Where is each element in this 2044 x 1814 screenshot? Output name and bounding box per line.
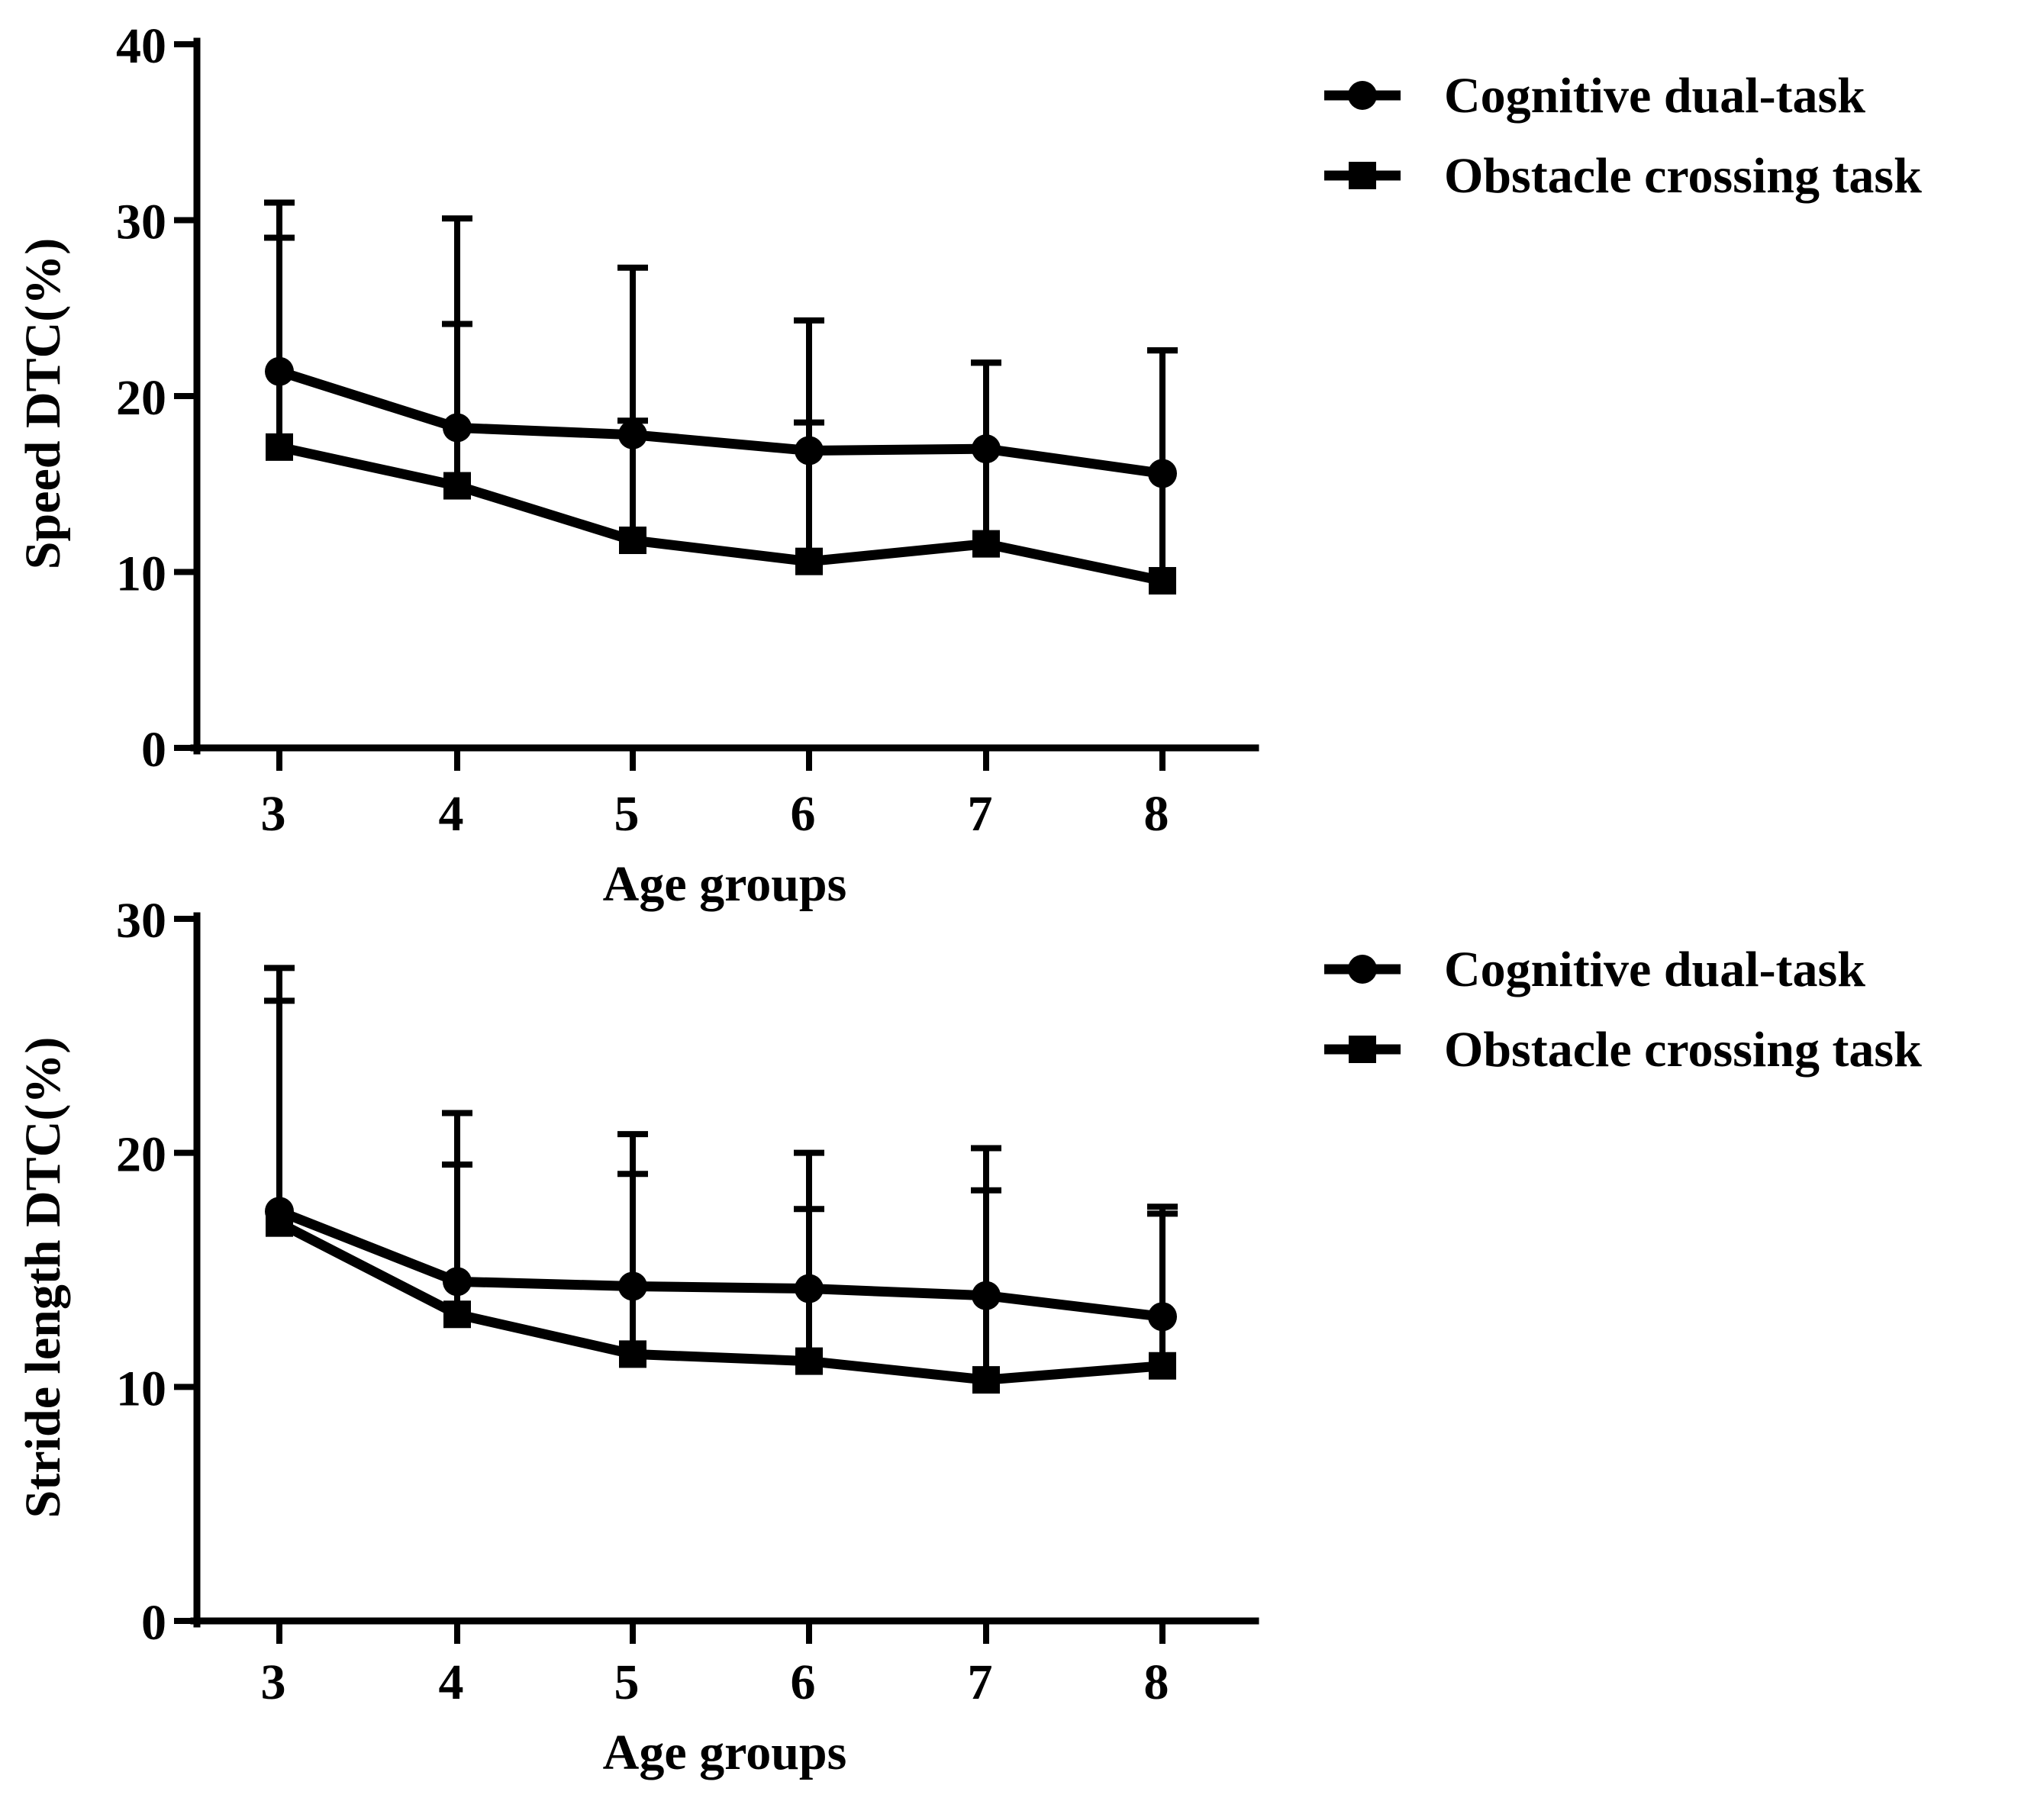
series-line bbox=[277, 1207, 1163, 1322]
y-tick-label: 20 bbox=[116, 370, 166, 426]
data-point-square bbox=[972, 530, 1000, 558]
x-tick-label: 4 bbox=[439, 786, 464, 842]
y-tick-label: 20 bbox=[116, 1127, 166, 1183]
legend-label: Obstacle crossing task bbox=[1444, 1022, 1922, 1078]
data-point-square bbox=[795, 1347, 823, 1375]
series-line bbox=[277, 1218, 1163, 1385]
x-tick-label: 7 bbox=[968, 1655, 993, 1710]
data-point-square bbox=[619, 527, 646, 555]
y-tick-label: 30 bbox=[116, 893, 166, 949]
data-point-square bbox=[1149, 567, 1176, 595]
x-tick-label: 4 bbox=[439, 1655, 464, 1710]
x-tick-label: 8 bbox=[1144, 1655, 1169, 1710]
x-tick-label: 5 bbox=[614, 1655, 640, 1710]
y-tick-label: 0 bbox=[141, 1595, 166, 1651]
speed-dtc-panel: 0 10 20 30 40 3 4 5 6 7 8 Age groups Speed DTC(%) bbox=[15, 18, 1259, 912]
legend-label: Obstacle crossing task bbox=[1444, 148, 1922, 204]
stride-length-dtc-legend: Cognitive dual-task Obstacle crossing tas… bbox=[1324, 942, 1922, 1078]
legend-marker-square bbox=[1349, 162, 1376, 189]
x-axis-label: Age groups bbox=[603, 1725, 847, 1780]
legend-marker-circle bbox=[1348, 955, 1377, 984]
stride-length-dtc-panel: 0 10 20 30 3 4 5 6 7 8 Age groups Stride length DTC… bbox=[15, 893, 1259, 1780]
x-tick-label: 3 bbox=[261, 1655, 286, 1710]
data-point-square bbox=[443, 472, 471, 500]
data-point-square bbox=[972, 1366, 1000, 1394]
legend-marker-circle bbox=[1348, 81, 1377, 110]
y-axis-label: Stride length DTC(%) bbox=[15, 1037, 71, 1519]
y-tick-label: 10 bbox=[116, 546, 166, 602]
x-axis-label: Age groups bbox=[603, 856, 847, 912]
data-point-square bbox=[266, 1209, 293, 1237]
series-obstacle-crossing-task bbox=[264, 965, 1178, 1394]
data-point-square bbox=[1149, 1352, 1176, 1380]
series-obstacle-crossing-task bbox=[264, 199, 1178, 595]
x-tick-label: 8 bbox=[1144, 786, 1169, 842]
legend-label: Cognitive dual-task bbox=[1444, 942, 1865, 997]
legend-marker-square bbox=[1349, 1036, 1376, 1063]
series-line bbox=[278, 442, 1164, 586]
x-tick-label: 3 bbox=[261, 786, 286, 842]
data-point-square bbox=[619, 1340, 646, 1368]
y-tick-label: 0 bbox=[141, 722, 166, 778]
legend-label: Cognitive dual-task bbox=[1444, 68, 1865, 124]
x-tick-label: 7 bbox=[968, 786, 993, 842]
data-point-square bbox=[266, 433, 293, 461]
data-point-square bbox=[795, 547, 823, 575]
x-tick-label: 6 bbox=[791, 786, 816, 842]
y-tick-label: 30 bbox=[116, 195, 166, 250]
x-tick-label: 5 bbox=[614, 786, 640, 842]
y-tick-label: 10 bbox=[116, 1361, 166, 1416]
x-tick-label: 6 bbox=[791, 1655, 816, 1710]
series-line bbox=[278, 366, 1163, 478]
speed-dtc-legend: Cognitive dual-task Obstacle crossing tas… bbox=[1324, 68, 1922, 204]
data-point-square bbox=[443, 1300, 471, 1329]
y-axis-label: Speed DTC(%) bbox=[15, 238, 71, 570]
y-tick-label: 40 bbox=[116, 18, 166, 74]
